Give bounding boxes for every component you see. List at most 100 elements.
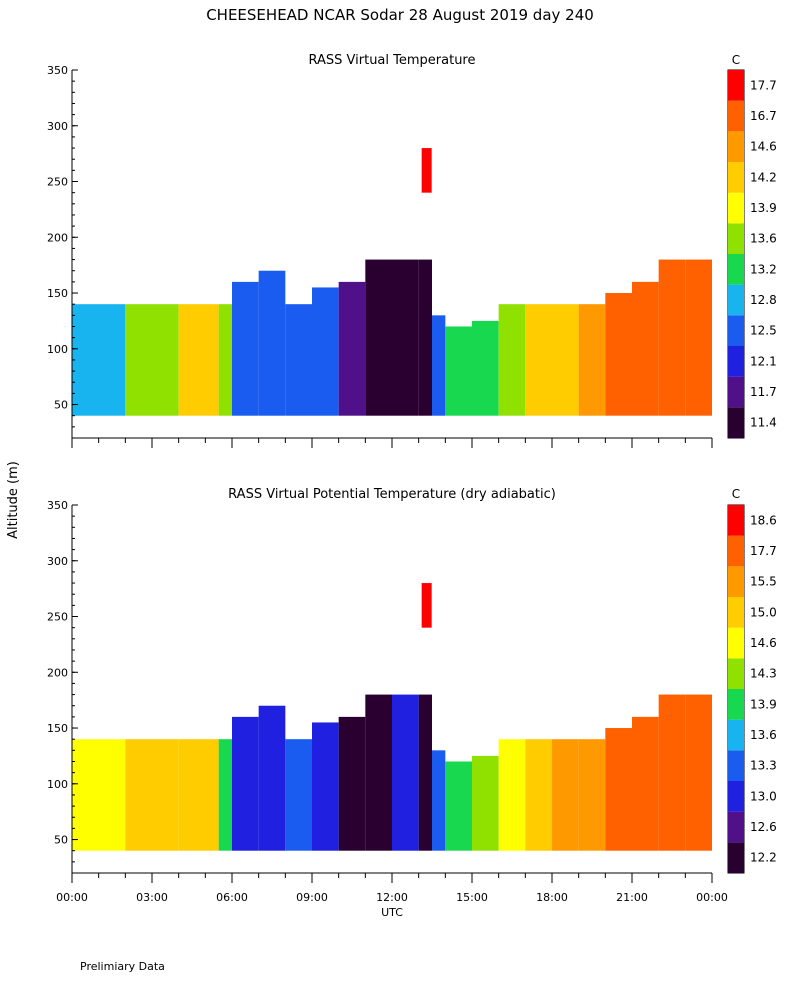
panel-virtual-temperature: RASS Virtual Temperature C 50 100 150 200 25…	[47, 53, 777, 448]
y-tick-label: 250	[47, 611, 68, 624]
colorbar-unit: C	[732, 487, 740, 501]
panel-title: RASS Virtual Potential Temperature (dry …	[228, 487, 556, 502]
isolated-patch	[421, 583, 432, 628]
data-column	[498, 304, 526, 416]
colorbar-swatch	[728, 750, 744, 781]
y-axis-label: Altitude (m)	[6, 461, 21, 539]
y-tick-label: 350	[47, 64, 68, 77]
colorbar-swatch	[728, 689, 744, 720]
data-column	[418, 259, 432, 416]
panel-title: RASS Virtual Temperature	[309, 53, 476, 68]
data-column	[498, 739, 526, 851]
colorbar-swatch	[728, 842, 744, 873]
y-tick-label: 100	[47, 343, 68, 356]
data-column	[605, 728, 632, 851]
data-column	[285, 304, 312, 416]
data-column	[578, 739, 606, 851]
colorbar-swatch	[728, 100, 744, 132]
data-column	[685, 259, 712, 416]
colorbar-swatch	[728, 223, 744, 254]
data-column	[218, 739, 232, 851]
colorbar-label: 14.6	[750, 140, 777, 154]
colorbar: 12.2 12.6 13.0 13.3 13.6 13.9 14.3 14.6 15.0 15.5…	[727, 504, 777, 874]
colorbar-swatch	[728, 346, 744, 377]
isolated-patch	[421, 148, 432, 193]
y-tick-label: 50	[54, 834, 68, 847]
data-column	[445, 761, 472, 851]
colorbar-swatch	[728, 719, 744, 751]
colorbar-swatch	[728, 627, 744, 659]
colorbar-swatch	[728, 781, 744, 812]
data-column	[365, 694, 392, 851]
colorbar-swatch	[728, 407, 744, 438]
data-column	[258, 705, 286, 851]
colorbar-label: 18.6	[750, 513, 777, 527]
y-tick-label: 50	[54, 399, 68, 412]
data-column	[125, 739, 179, 851]
colorbar-label: 15.0	[750, 605, 777, 619]
figure-title: CHEESEHEAD NCAR Sodar 28 August 2019 day…	[206, 6, 594, 24]
plot-area	[72, 148, 712, 416]
plot-area	[72, 583, 712, 851]
colorbar-label: 13.0	[750, 789, 777, 803]
data-column	[632, 281, 659, 416]
x-tick-label: 00:00	[696, 891, 728, 904]
colorbar-swatch	[728, 658, 744, 689]
colorbar-label: 13.9	[750, 201, 777, 215]
colorbar-label: 12.1	[750, 354, 777, 368]
colorbar: 11.4 11.7 12.1 12.5 12.8 13.2 13.6 13.9 14.2 14.6…	[727, 69, 777, 439]
data-column	[578, 304, 606, 416]
data-column	[285, 739, 312, 851]
data-column	[312, 287, 339, 416]
x-tick-label: 21:00	[616, 891, 648, 904]
data-column	[312, 722, 339, 851]
data-column	[445, 326, 472, 416]
y-tick-label: 250	[47, 176, 68, 189]
colorbar-label: 12.6	[750, 820, 777, 834]
colorbar-swatch	[728, 162, 744, 193]
data-column	[338, 281, 366, 416]
x-tick-label: 12:00	[376, 891, 408, 904]
data-column	[178, 739, 219, 851]
y-tick-label: 300	[47, 120, 68, 133]
data-column	[658, 694, 686, 851]
data-column	[658, 259, 686, 416]
colorbar-label: 13.6	[750, 728, 777, 742]
y-tick-label: 200	[47, 231, 68, 244]
y-tick-label: 350	[47, 499, 68, 512]
data-column	[125, 304, 179, 416]
data-column	[392, 694, 419, 851]
colorbar-swatch	[728, 70, 744, 101]
colorbar-swatch	[728, 811, 744, 843]
colorbar-swatch	[728, 566, 744, 597]
data-column	[338, 716, 366, 851]
colorbar-label: 13.3	[750, 759, 777, 773]
data-column	[552, 304, 579, 416]
colorbar-swatch	[728, 131, 744, 162]
axes: 50 100 150 200 250 300 350	[47, 64, 713, 448]
y-tick-label: 100	[47, 778, 68, 791]
colorbar-label: 17.7	[750, 544, 777, 558]
data-column	[258, 270, 286, 416]
data-column	[232, 716, 259, 851]
data-column	[392, 259, 419, 416]
y-tick-label: 200	[47, 666, 68, 679]
data-column	[632, 716, 659, 851]
y-tick-label: 150	[47, 722, 68, 735]
colorbar-label: 13.6	[750, 232, 777, 246]
x-tick-label: 06:00	[216, 891, 248, 904]
colorbar-unit: C	[732, 53, 740, 67]
colorbar-label: 11.7	[750, 385, 777, 399]
data-column	[432, 750, 446, 851]
colorbar-label: 14.6	[750, 636, 777, 650]
colorbar-label: 14.3	[750, 667, 777, 681]
data-column	[432, 315, 446, 416]
data-column	[72, 304, 126, 416]
colorbar-label: 13.2	[750, 262, 777, 276]
colorbar-label: 14.2	[750, 170, 777, 184]
data-column	[218, 304, 232, 416]
axes: 50 100 150 200 250 300 350 00:00 03:00 06:00 09:00…	[47, 499, 728, 904]
x-tick-label: 15:00	[456, 891, 488, 904]
x-axis-label: UTC	[381, 906, 403, 919]
